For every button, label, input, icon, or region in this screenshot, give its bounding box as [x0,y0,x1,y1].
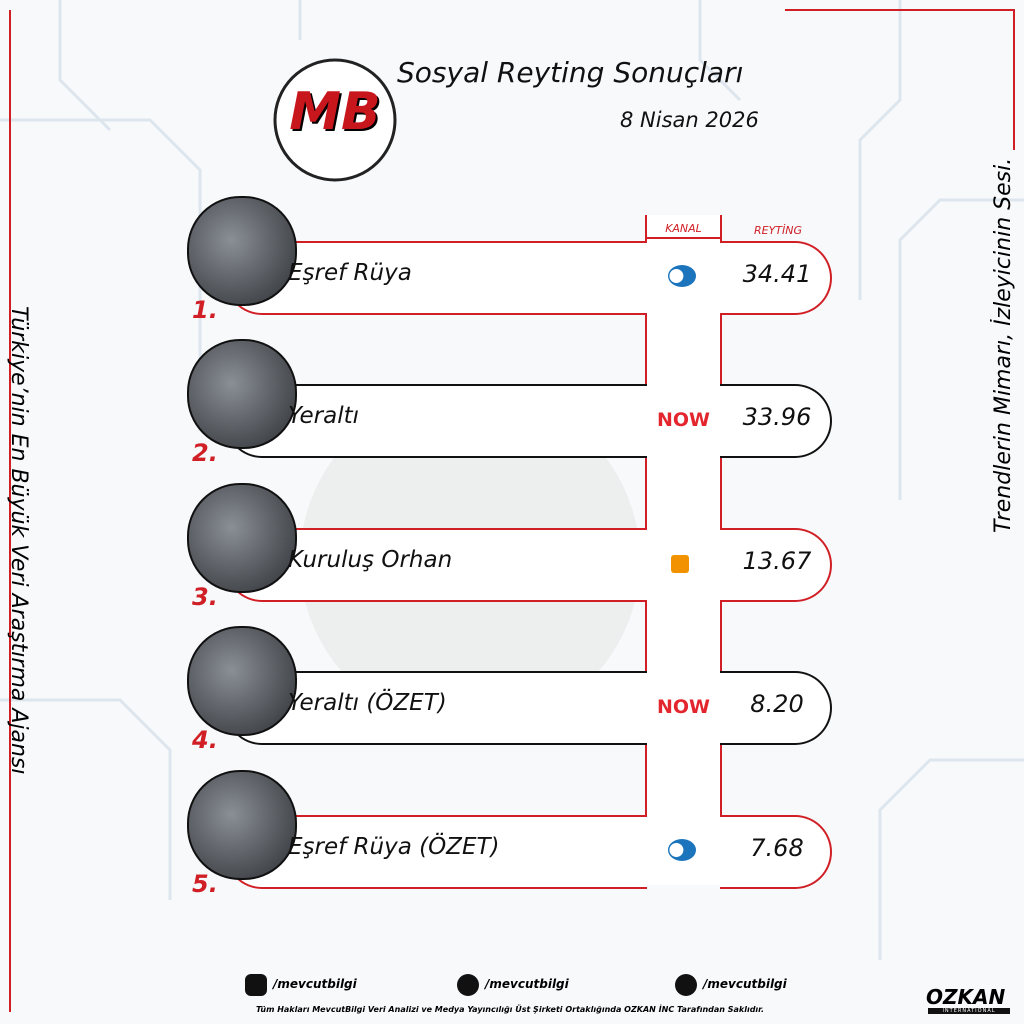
rating-box [720,815,832,889]
social-handle[interactable]: /mevcutbilgi [273,977,357,991]
rating: 13.67 [742,547,812,575]
social-handle[interactable]: /mevcutbilgi [485,977,569,991]
photo [187,339,297,449]
social-bar: /mevcutbilgi /mevcutbilgi /mevcutbilgi [245,974,805,998]
instagram-icon[interactable] [245,974,267,996]
row-title: Yeraltı [288,403,360,429]
rating-box [720,241,832,315]
row-title: Kuruluş Orhan [288,547,453,573]
rank: 5. [192,870,218,898]
side-text-left: Türkiye’nin En Büyük Veri Araştırma Ajan… [6,305,31,775]
rank: 2. [192,439,218,467]
photo [187,483,297,593]
channel-logo: NOW [656,696,710,718]
rank: 3. [192,583,218,611]
rating: 34.41 [742,260,812,288]
facebook-icon[interactable] [675,974,697,996]
side-text-right: Trendlerin Mimarı, İzleyicinin Sesi. [991,157,1016,533]
row-title: Yeraltı (ÖZET) [288,690,447,716]
rating: 33.96 [742,403,812,431]
rating: 8.20 [750,690,804,718]
photo [187,196,297,306]
channel-logo [668,839,696,861]
rating-box [720,528,832,602]
x-icon[interactable] [457,974,479,996]
photo [187,770,297,880]
channel-column [645,215,722,885]
social-handle[interactable]: /mevcutbilgi [703,977,787,991]
copyright: Tüm Hakları MevcutBilgi Veri Analizi ve … [255,1005,765,1014]
title: Sosyal Reyting Sonuçları [397,56,744,89]
rating-box [720,671,832,745]
date: 8 Nisan 2026 [620,108,759,132]
column-header: REYTİNG [753,224,803,237]
row-title: Eşref Rüya [288,260,412,286]
channel-logo [668,265,696,287]
row-bar [225,241,647,315]
rank: 4. [192,726,218,754]
column-header: KANAL [645,222,722,239]
rating: 7.68 [750,834,804,862]
photo [187,626,297,736]
row-bar [225,815,647,889]
rank: 1. [192,296,218,324]
channel-logo [671,555,689,573]
logo: MB [289,82,381,142]
channel-logo: NOW [656,409,710,431]
rating-box [720,384,832,458]
row-title: Eşref Rüya (ÖZET) [288,834,500,860]
brand-sub: INTERNATIONAL [928,1008,1010,1014]
brand: OZKAN [926,985,1006,1009]
